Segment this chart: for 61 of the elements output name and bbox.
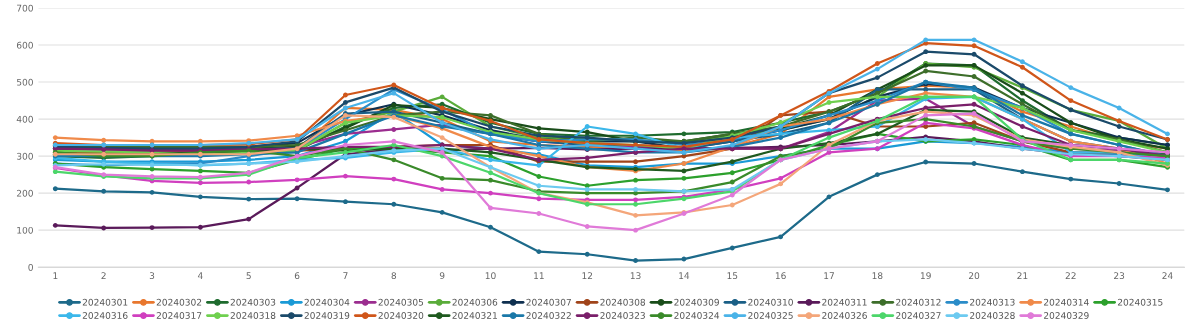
legend-label: 20240301	[82, 298, 128, 306]
legend-label: 20240323	[600, 312, 645, 319]
y-tick-label: 100	[17, 226, 33, 234]
legend-label: 20240304	[304, 298, 350, 306]
x-tick-label: 17	[824, 272, 834, 279]
legend-label: 20240307	[526, 298, 571, 306]
legend-label: 20240329	[1044, 312, 1089, 319]
x-tick-label: 14	[679, 272, 690, 279]
legend-label: 20240314	[1044, 298, 1089, 306]
x-tick-label: 23	[1114, 272, 1125, 280]
x-tick-label: 10	[485, 272, 496, 280]
y-tick-label: 400	[16, 115, 33, 123]
legend-label: 20240321	[452, 312, 497, 319]
x-tick-label: 11	[534, 272, 544, 279]
legend-label: 20240313	[970, 298, 1015, 306]
x-tick-label: 6	[294, 272, 300, 280]
y-tick-label: 700	[17, 4, 33, 12]
x-tick-label: 9	[439, 272, 445, 280]
legend-label: 20240320	[378, 312, 424, 319]
x-tick-label: 8	[391, 272, 397, 280]
legend-label: 20240327	[896, 312, 941, 319]
y-tick-label: 500	[17, 78, 33, 86]
legend-label: 20240305	[378, 298, 424, 306]
y-tick-label: 600	[16, 41, 33, 49]
x-tick-label: 13	[630, 272, 641, 280]
x-tick-label: 12	[582, 272, 593, 279]
legend-label: 20240315	[1117, 298, 1163, 306]
legend-label: 20240328	[970, 312, 1015, 319]
x-tick-label: 2	[101, 272, 106, 279]
legend-label: 20240324	[674, 312, 720, 319]
legend-label: 20240311	[822, 298, 867, 306]
legend-label: 20240322	[526, 312, 571, 319]
legend-label: 20240317	[156, 312, 202, 319]
x-tick-label: 19	[920, 272, 931, 280]
x-tick-label: 20	[968, 272, 980, 280]
y-tick-label: 0	[28, 263, 33, 271]
x-tick-label: 1	[53, 272, 58, 279]
y-tick-label: 200	[16, 189, 33, 197]
x-tick-label: 18	[872, 272, 883, 280]
x-tick-label: 5	[246, 272, 251, 280]
legend-label: 20240308	[600, 298, 646, 306]
x-tick-label: 22	[1065, 272, 1076, 279]
legend-label: 20240303	[230, 298, 276, 306]
x-tick-label: 7	[343, 272, 348, 279]
legend-label: 20240309	[674, 298, 719, 306]
legend-label: 20240302	[156, 298, 202, 306]
x-tick-label: 15	[727, 272, 738, 280]
x-tick-label: 16	[775, 272, 786, 280]
legend-label: 20240325	[748, 312, 793, 319]
x-tick-label: 24	[1162, 272, 1173, 279]
legend-label: 20240312	[896, 298, 941, 306]
legend-label: 20240310	[748, 298, 793, 306]
legend-label: 20240316	[82, 312, 128, 319]
x-tick-label: 21	[1017, 272, 1028, 279]
legend-label: 20240306	[452, 298, 498, 306]
x-tick-label: 3	[149, 272, 155, 280]
x-tick-label: 4	[197, 272, 203, 279]
legend-label: 20240326	[822, 312, 867, 319]
legend-label: 20240318	[230, 312, 276, 319]
y-tick-label: 300	[17, 152, 33, 160]
legend-label: 20240319	[304, 312, 350, 319]
